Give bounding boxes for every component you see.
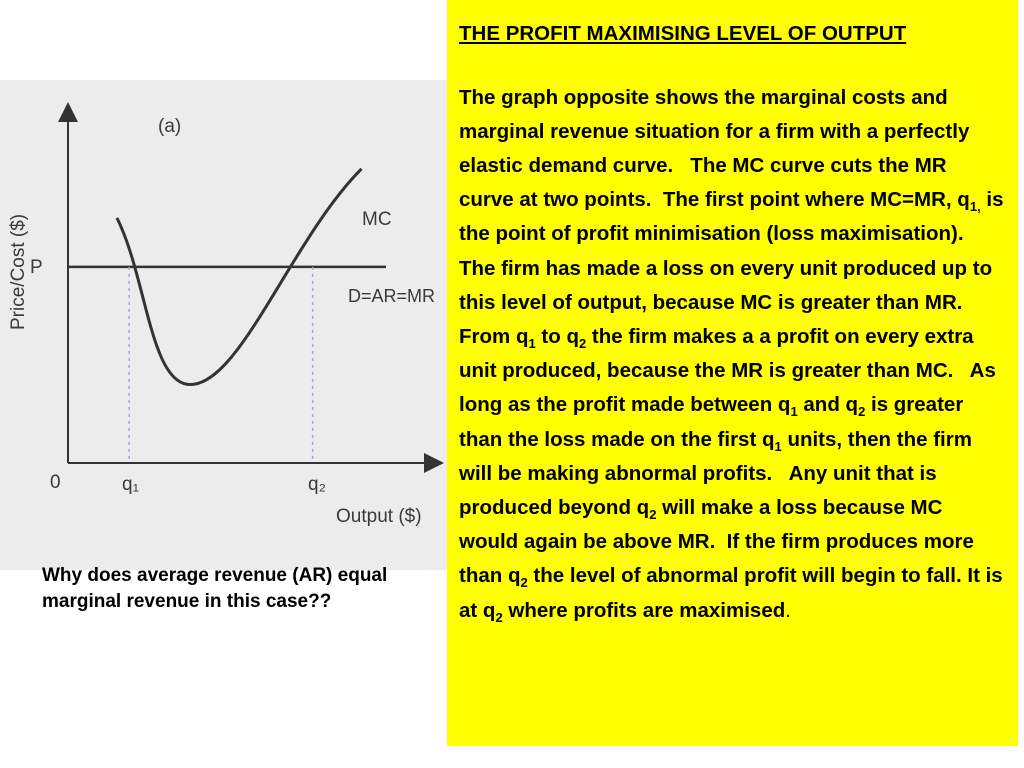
x-axis-label: Output ($) (336, 506, 422, 527)
mc-mr-chart: (a) Price/Cost ($) Output ($) 0 P MC D=A… (8, 102, 444, 527)
demand-label: D=AR=MR (348, 286, 435, 306)
mc-label: MC (362, 209, 392, 230)
panel-label: (a) (158, 116, 181, 137)
panel-body: The graph opposite shows the marginal co… (459, 85, 1004, 625)
explanation-panel: THE PROFIT MAXIMISING LEVEL OF OUTPUT Th… (447, 0, 1018, 746)
chart-figure: (a) Price/Cost ($) Output ($) 0 P MC D=A… (0, 80, 448, 570)
price-label-p: P (30, 257, 43, 278)
origin-label: 0 (50, 472, 61, 493)
question-text: Why does average revenue (AR) equal marg… (42, 565, 388, 612)
q1-tick-label: q₁ (122, 474, 139, 495)
q2-tick-label: q₂ (308, 474, 326, 495)
panel-title: THE PROFIT MAXIMISING LEVEL OF OUTPUT (459, 22, 907, 45)
y-axis-label: Price/Cost ($) (8, 214, 29, 330)
mc-curve (115, 167, 363, 387)
